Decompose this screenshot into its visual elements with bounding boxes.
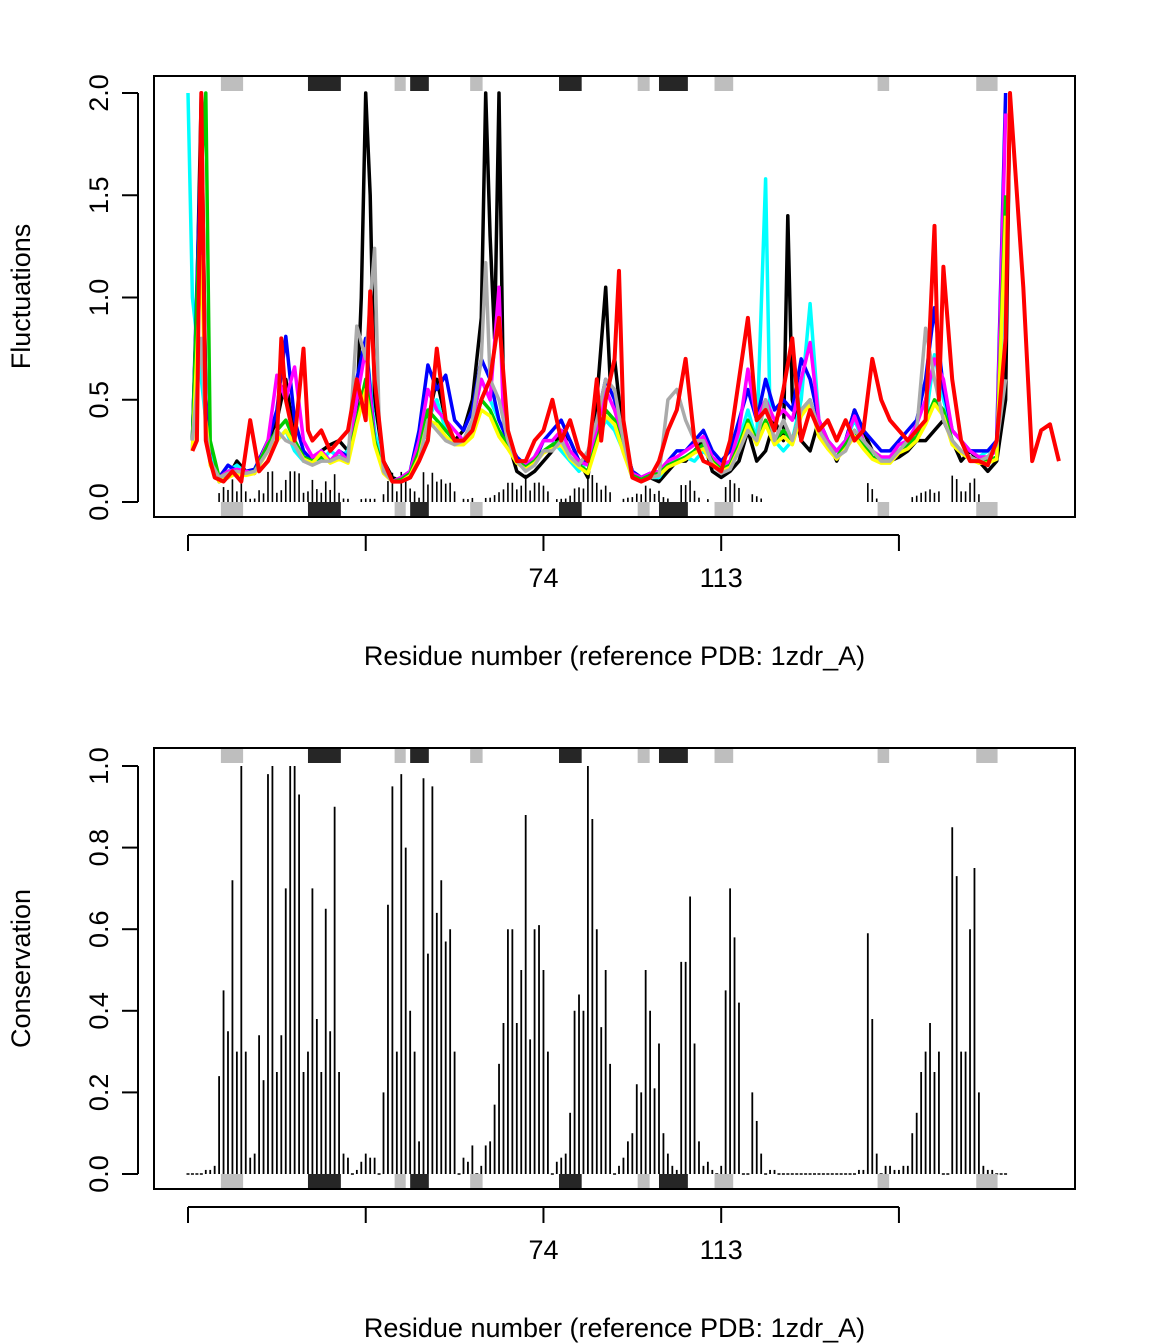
helix-bar-top (307, 77, 341, 91)
fluctuation-lines (186, 91, 1061, 484)
x-tick-label: 74 (528, 1235, 558, 1265)
fluctuation-series-line (190, 91, 1061, 484)
conservation-bars (186, 766, 1008, 1175)
y-tick-label: 0.6 (84, 910, 114, 948)
helix-bar-top (410, 749, 429, 763)
strand-bar-bottom (394, 502, 406, 516)
y-tick-label: 0.5 (84, 381, 114, 419)
strand-bar-bottom (637, 502, 650, 516)
helix-bar-top (658, 749, 688, 763)
strand-bar-bottom (637, 1174, 650, 1188)
strand-bar-top (877, 749, 890, 763)
strand-bar-top (220, 749, 244, 763)
x-axis-label-bottom: Residue number (reference PDB: 1zdr_A) (364, 1313, 865, 1343)
y-tick-label: 0.0 (84, 1155, 114, 1193)
strand-bar-bottom (877, 502, 890, 516)
helix-bar-bottom (410, 1174, 429, 1188)
fluctuations-panel: 74 113 0.0 0.5 1.0 1.5 2.0 Residue number (re… (6, 74, 1076, 671)
strand-bar-bottom (220, 1174, 244, 1188)
y-tick-label: 1.0 (84, 747, 114, 785)
strand-bar-top (976, 77, 998, 91)
helix-bar-bottom (559, 502, 582, 516)
y-tick-label: 0.4 (84, 992, 114, 1030)
strand-bar-bottom (220, 502, 244, 516)
strand-bar-top (637, 749, 650, 763)
y-axis-top: 0.0 0.5 1.0 1.5 2.0 (84, 74, 139, 521)
conservation-bars-top (218, 471, 980, 502)
strand-bar-top (394, 77, 406, 91)
strand-bar-bottom (470, 1174, 483, 1188)
y-tick-label: 1.5 (84, 176, 114, 214)
helix-bar-bottom (658, 502, 688, 516)
secondary-structure-bars-top (220, 77, 998, 516)
y-axis-label-bottom: Conservation (6, 889, 36, 1048)
y-tick-label: 2.0 (84, 74, 114, 112)
plot-frame-bottom (153, 747, 1076, 1190)
x-axis-label-top: Residue number (reference PDB: 1zdr_A) (364, 641, 865, 671)
strand-bar-top (394, 749, 406, 763)
helix-bar-bottom (410, 502, 429, 516)
y-axis-bottom: 0.0 0.2 0.4 0.6 0.8 1.0 (84, 747, 139, 1193)
x-tick-label: 74 (528, 563, 558, 593)
strand-bar-top (976, 749, 998, 763)
strand-bar-top (637, 77, 650, 91)
strand-bar-top (714, 749, 734, 763)
strand-bar-bottom (877, 1174, 890, 1188)
strand-bar-top (877, 77, 890, 91)
plot-frame-top (153, 75, 1076, 518)
strand-bar-bottom (714, 502, 734, 516)
strand-bar-top (470, 77, 483, 91)
fluctuation-series-line (190, 215, 1008, 484)
strand-bar-bottom (470, 502, 483, 516)
strand-bar-top (714, 77, 734, 91)
x-tick-label: 113 (700, 563, 743, 593)
x-axis-top: 74 113 (187, 534, 900, 593)
strand-bar-bottom (976, 502, 998, 516)
helix-bar-top (410, 77, 429, 91)
strand-bar-bottom (394, 1174, 406, 1188)
secondary-structure-bars-bottom (220, 749, 998, 1188)
strand-bar-bottom (976, 1174, 998, 1188)
helix-bar-bottom (658, 1174, 688, 1188)
strand-bar-top (220, 77, 244, 91)
y-axis-label-top: Fluctuations (6, 224, 36, 370)
y-tick-label: 1.0 (84, 279, 114, 317)
y-tick-label: 0.0 (84, 483, 114, 521)
helix-bar-top (307, 749, 341, 763)
strand-bar-bottom (714, 1174, 734, 1188)
helix-bar-bottom (307, 1174, 341, 1188)
helix-bar-bottom (307, 502, 341, 516)
helix-bar-top (559, 749, 582, 763)
helix-bar-top (658, 77, 688, 91)
conservation-panel: 74 113 0.0 0.2 0.4 0.6 0.8 1.0 Residue number … (6, 747, 1076, 1343)
x-axis-bottom: 74 113 (187, 1206, 900, 1265)
strand-bar-top (470, 749, 483, 763)
helix-bar-top (559, 77, 582, 91)
y-tick-label: 0.8 (84, 829, 114, 867)
helix-bar-bottom (559, 1174, 582, 1188)
x-tick-label: 113 (700, 1235, 743, 1265)
y-tick-label: 0.2 (84, 1074, 114, 1112)
